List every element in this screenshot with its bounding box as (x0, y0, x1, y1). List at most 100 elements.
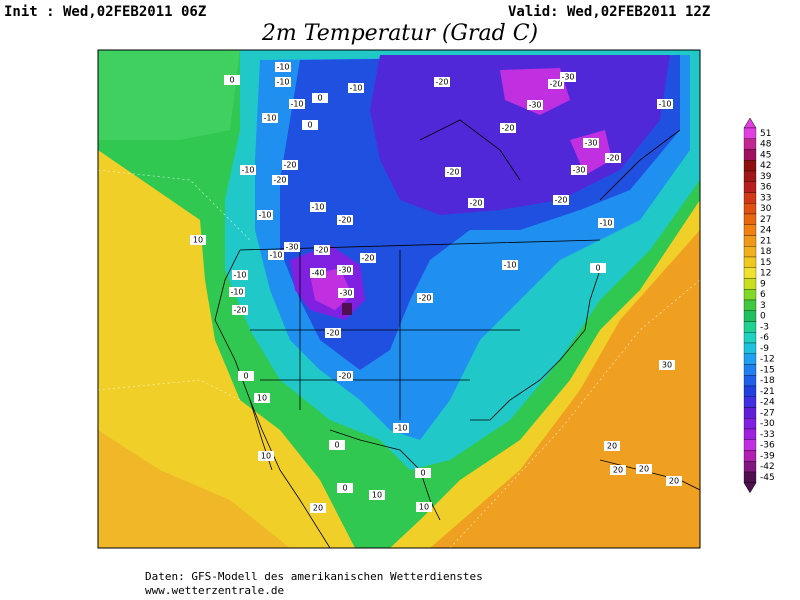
colorbar-label: -39 (760, 451, 775, 461)
colorbar-label: 21 (760, 236, 771, 246)
contour-label-box (415, 468, 431, 478)
colorbar-label: 6 (760, 290, 766, 300)
contour-label: -30 (338, 266, 351, 275)
contour-label-box (240, 165, 256, 175)
contour-label: 20 (313, 504, 323, 513)
contour-label-box (325, 328, 341, 338)
contour-label: -10 (658, 100, 671, 109)
contour-label-box (434, 77, 450, 87)
contour-label: -30 (584, 139, 597, 148)
contour-label-box (268, 250, 284, 260)
colorbar-label: 3 (760, 301, 766, 311)
contour-label: -10 (263, 114, 276, 123)
colorbar-segment (743, 407, 757, 419)
contour-label-box (238, 371, 254, 381)
colorbar-segment (743, 160, 757, 172)
colorbar-segment (743, 471, 757, 483)
colorbar-segment (743, 385, 757, 397)
colorbar-segment (743, 396, 757, 408)
contour-label: -20 (233, 306, 246, 315)
contour-label-box (229, 287, 245, 297)
valid-time: Valid: Wed,02FEB2011 12Z (508, 4, 710, 20)
colorbar-label: -33 (760, 430, 775, 440)
colorbar-label: -3 (760, 322, 769, 332)
contour-label: -20 (338, 216, 351, 225)
colorbar-tip (743, 117, 757, 129)
contour-label-box (560, 72, 576, 82)
colorbar-segment (743, 289, 757, 301)
contour-label-box (337, 483, 353, 493)
contour-label: 10 (261, 452, 271, 461)
contour-label-box (553, 195, 569, 205)
contour-label-box (636, 464, 652, 474)
colorbar-label: 42 (760, 161, 771, 171)
contour-label-box (314, 245, 330, 255)
colorbar-segment (743, 450, 757, 462)
contour-label: -10 (349, 84, 362, 93)
contour-label: 10 (372, 491, 382, 500)
colorbar-segment (743, 127, 757, 139)
colorbar-segment (743, 364, 757, 376)
contour-label-box (190, 235, 206, 245)
colorbar-tip (743, 482, 757, 494)
contour-label: -20 (338, 372, 351, 381)
contour-label-box (329, 440, 345, 450)
colorbar-segment (743, 418, 757, 430)
contour-label: 10 (193, 236, 203, 245)
colorbar-label: -27 (760, 408, 775, 418)
colorbar-segment (743, 321, 757, 333)
contour-label: -30 (339, 289, 352, 298)
colorbar-label: 0 (760, 312, 766, 322)
contour-label: -10 (233, 271, 246, 280)
contour-label-box (232, 305, 248, 315)
contour-label: 0 (243, 372, 248, 381)
contour-label-box (337, 371, 353, 381)
colorbar-segment (743, 170, 757, 182)
colorbar-segment (743, 299, 757, 311)
colorbar-segment (743, 439, 757, 451)
colorbar-segment (743, 428, 757, 440)
contour-label: -10 (241, 166, 254, 175)
contour-label-box (583, 138, 599, 148)
contour-label: 0 (307, 121, 312, 130)
colorbar-label: 45 (760, 150, 771, 160)
contour-label: -20 (418, 294, 431, 303)
contour-label-box (610, 465, 626, 475)
contour-label-box (590, 263, 606, 273)
contour-label: -20 (469, 199, 482, 208)
contour-label-box (417, 293, 433, 303)
contour-label: -20 (549, 80, 562, 89)
colorbar-label: 48 (760, 140, 772, 150)
contour-label-box (310, 503, 326, 513)
contour-label-box (604, 441, 620, 451)
contour-label-box (360, 253, 376, 263)
contour-label-box (258, 451, 274, 461)
colorbar-label: -36 (760, 441, 775, 451)
contour-label: -10 (503, 261, 516, 270)
contour-label: 20 (613, 466, 623, 475)
contour-label-box (275, 62, 291, 72)
colorbar-segment (743, 461, 757, 473)
contour-label-box (571, 165, 587, 175)
contour-label: 20 (639, 465, 649, 474)
contour-label-box (393, 423, 409, 433)
colorbar-segment (743, 342, 757, 354)
colorbar-segment (743, 353, 757, 365)
contour-label-box (666, 476, 682, 486)
colorbar-label: 18 (760, 247, 772, 257)
colorbar-label: -6 (760, 333, 769, 343)
colorbar-segment (743, 267, 757, 279)
colorbar-segment (743, 310, 757, 322)
contour-label-box (257, 210, 273, 220)
colorbar-label: 36 (760, 183, 772, 193)
contour-label: -10 (276, 78, 289, 87)
colorbar-label: -42 (760, 462, 775, 472)
contour-label: 0 (317, 94, 322, 103)
contour-label: -10 (269, 251, 282, 260)
contour-label-box (275, 77, 291, 87)
data-source: Daten: GFS-Modell des amerikanischen Wet… (145, 570, 483, 583)
contour-label: -10 (394, 424, 407, 433)
contour-label: -20 (446, 168, 459, 177)
colorbar-label: -45 (760, 473, 775, 483)
